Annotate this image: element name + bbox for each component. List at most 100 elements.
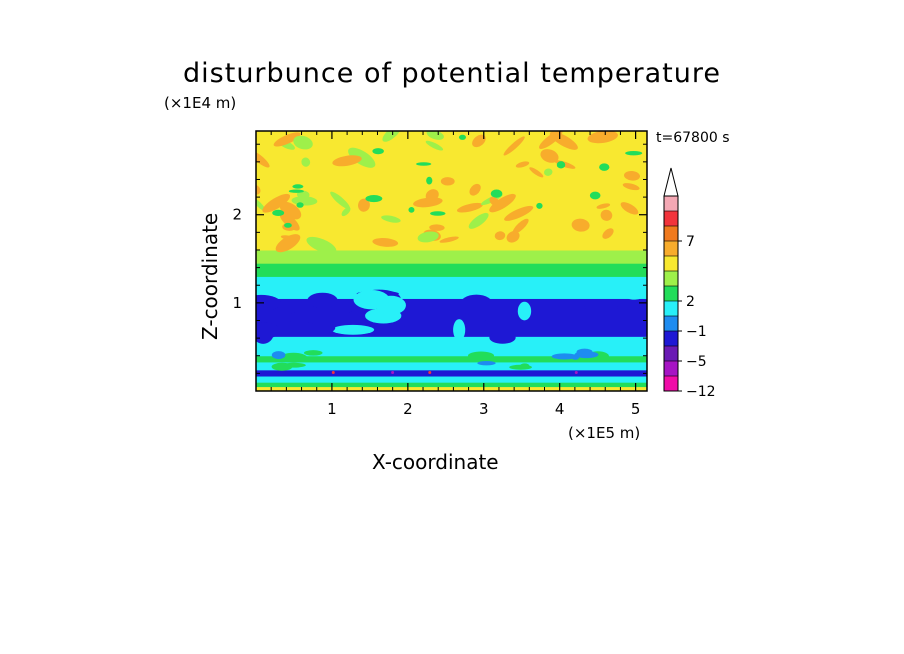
- contour-blob: [408, 207, 415, 213]
- contour-blob: [306, 236, 337, 254]
- contour-blob: [279, 212, 300, 231]
- plot-frame: [255, 130, 648, 392]
- contour-blob: [296, 202, 304, 208]
- contour-blob: [303, 350, 323, 356]
- colorbar-swatch: [664, 211, 678, 227]
- x-axis-unit: (×1E5 m): [568, 424, 641, 442]
- colorbar-extend-arrow: [663, 167, 679, 197]
- x-axis-label: X-coordinate: [372, 450, 499, 474]
- contour-blob: [529, 167, 544, 178]
- contour-blob: [386, 324, 407, 334]
- contour-blob: [494, 231, 506, 241]
- x-axis: 1 2 3 4 5: [270, 131, 641, 418]
- contour-band: [256, 355, 647, 363]
- contour-blob: [271, 351, 286, 360]
- contour-blob: [256, 294, 281, 312]
- contour-blob: [512, 218, 529, 234]
- contour-blob: [517, 301, 532, 321]
- colorbar-swatch: [664, 346, 678, 362]
- contour-blob: [459, 294, 494, 316]
- contour-blob: [429, 224, 445, 231]
- y-axis-unit: (×1E4 m): [164, 94, 237, 112]
- contour-blob: [348, 147, 376, 168]
- contour-blob: [509, 364, 532, 370]
- contour-blob: [468, 212, 489, 229]
- contour-blob: [543, 168, 553, 176]
- contour-blob: [583, 304, 619, 311]
- x-tick-label: 1: [327, 400, 337, 418]
- contour-blob: [587, 131, 618, 144]
- contour-blob: [600, 209, 613, 221]
- contour-blob: [599, 163, 610, 171]
- contour-blob: [330, 191, 351, 210]
- colorbar-swatch: [664, 301, 678, 317]
- contour-speck: [428, 370, 432, 374]
- contour-blob: [301, 157, 311, 167]
- contour-blob: [372, 148, 384, 155]
- contour-texture: [256, 131, 645, 374]
- colorbar-swatch: [664, 361, 678, 377]
- contour-blob: [589, 191, 601, 200]
- contour-blob: [506, 231, 520, 243]
- contour-band: [256, 131, 647, 251]
- contour-blob: [256, 150, 270, 168]
- contour-blob: [571, 218, 590, 232]
- contour-blob: [596, 203, 611, 209]
- colorbar: 7 2 −1 −5 −12: [663, 167, 716, 400]
- contour-speck: [331, 370, 335, 374]
- contour-blob: [307, 322, 336, 334]
- contour-blob: [430, 211, 446, 216]
- contour-blob: [307, 292, 338, 309]
- contour-blob: [539, 131, 563, 149]
- contour-blob: [458, 134, 467, 140]
- contour-blob: [262, 193, 291, 213]
- contour-speck: [391, 370, 395, 374]
- contour-band: [256, 249, 647, 264]
- contour-band: [256, 382, 647, 388]
- colorbar-swatch: [664, 316, 678, 332]
- x-tick-label: 2: [403, 400, 413, 418]
- contour-blob: [273, 132, 301, 147]
- y-tick-label: 1: [232, 294, 242, 312]
- contour-band: [256, 376, 647, 383]
- colorbar-label: −12: [686, 384, 716, 400]
- x-tick-label: 5: [631, 400, 641, 418]
- contour-blob: [281, 362, 306, 368]
- colorbar-swatch: [664, 226, 678, 242]
- contour-blob: [332, 155, 362, 167]
- colorbar-swatch: [664, 196, 678, 212]
- contour-blob: [284, 222, 292, 228]
- contour-blob: [372, 238, 399, 247]
- contour-blob: [467, 351, 495, 360]
- contour-blob: [440, 177, 455, 186]
- contour-band: [256, 361, 647, 371]
- contour-blob: [256, 197, 266, 212]
- contour-blob: [381, 215, 401, 223]
- contour-blob: [489, 193, 516, 213]
- x-tick-label: 4: [555, 400, 565, 418]
- contour-blob: [504, 205, 534, 221]
- contour-blob: [469, 183, 481, 196]
- contour-blob: [331, 324, 375, 335]
- contour-band: [256, 276, 647, 299]
- contour-band: [256, 369, 647, 377]
- contour-blob: [624, 290, 645, 300]
- colorbar-label: −5: [686, 354, 707, 370]
- chart-title: disturbunce of potential temperature: [183, 58, 721, 89]
- contour-band: [256, 336, 647, 357]
- contour-blob: [358, 198, 370, 212]
- contour-blob: [503, 136, 525, 156]
- contour-blob: [341, 207, 351, 217]
- contour-blob: [489, 331, 516, 344]
- colorbar-label: −1: [686, 324, 707, 340]
- contour-blob: [287, 311, 314, 324]
- contour-blob: [288, 189, 304, 193]
- contour-band: [256, 263, 647, 277]
- contour-blob: [347, 310, 363, 325]
- contour-blob: [515, 161, 530, 168]
- contour-blob: [425, 140, 444, 151]
- contour-blob: [625, 150, 643, 156]
- contour-blob: [382, 131, 401, 142]
- contour-blob: [551, 353, 578, 360]
